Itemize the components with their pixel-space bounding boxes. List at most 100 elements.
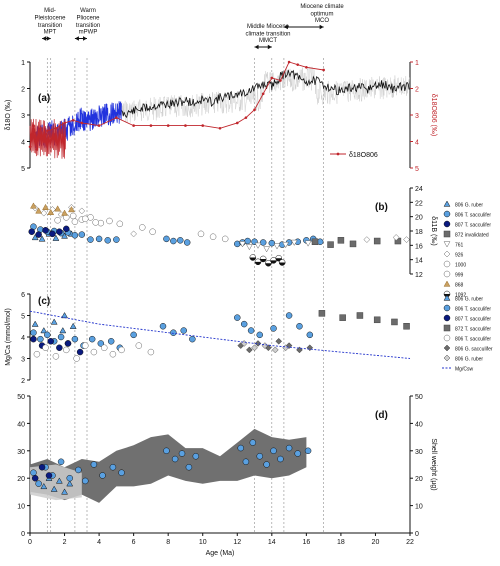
point (107, 338, 115, 345)
point (73, 355, 80, 362)
series-half-circle (249, 254, 286, 267)
legend-marker (443, 220, 451, 228)
point (251, 344, 258, 352)
point (35, 207, 43, 214)
point (38, 235, 46, 242)
tick-label-y: 12 (415, 272, 423, 279)
point (71, 218, 79, 225)
point (363, 236, 371, 243)
series-circle (54, 214, 99, 226)
tick-label-left: 4 (21, 140, 25, 147)
legend-marker (443, 334, 451, 342)
point (37, 335, 44, 343)
legend-marker (443, 304, 451, 312)
point-red (97, 124, 101, 127)
half-circle-fill (279, 262, 286, 266)
tick-label-y: 0 (415, 531, 419, 538)
panel-label: (c) (38, 296, 50, 307)
point (256, 453, 263, 460)
point-red (39, 126, 42, 130)
event-arrow-right (46, 36, 51, 41)
half-circle-fill (270, 260, 277, 264)
point (71, 232, 79, 239)
event-arrow-right (83, 36, 87, 41)
point (178, 450, 186, 457)
tick-label-y: 3 (21, 357, 25, 364)
series-square (318, 310, 410, 330)
point (249, 439, 257, 446)
tick-label-y: 4 (21, 335, 25, 342)
tick-label-y: 20 (415, 215, 423, 222)
point-red (80, 121, 84, 125)
legend-marker (443, 241, 451, 248)
ylabel-left: δ18O (‰) (5, 100, 12, 131)
point (42, 203, 49, 210)
point-red (132, 124, 135, 127)
point (177, 237, 184, 244)
point (64, 340, 72, 347)
point (135, 342, 143, 349)
point (54, 217, 61, 224)
series-circle (28, 225, 70, 238)
point (59, 327, 67, 334)
tick-label-right: 2 (415, 87, 419, 94)
legend-label: 806 T. sacculifer (455, 307, 491, 313)
point-red (244, 116, 248, 119)
point (30, 202, 37, 209)
point (221, 235, 229, 243)
legend-label: 1092 (455, 293, 466, 299)
point-red (54, 126, 58, 130)
point (90, 461, 98, 468)
point (373, 316, 381, 324)
point (113, 236, 120, 243)
point (30, 469, 37, 476)
point (263, 461, 270, 468)
point (185, 463, 193, 471)
point (247, 327, 255, 334)
point-red (35, 148, 39, 151)
tick-label-y: 2 (21, 378, 25, 385)
series-diamond (240, 340, 289, 354)
tick-label-x: 14 (268, 539, 276, 546)
shell-weight-band (30, 428, 307, 503)
ylabel: Mg/Ca (mmol/mol) (5, 308, 12, 366)
legend-label: 806 G. ruber (455, 357, 483, 363)
tick-label-right: 5 (415, 166, 419, 173)
tick-label-y-left: 10 (17, 504, 25, 511)
event-label-line: optimum (310, 12, 333, 18)
tick-label-y-left: 30 (17, 449, 25, 456)
point-red (71, 119, 75, 122)
point-red (28, 145, 32, 149)
point-red (184, 124, 187, 127)
point (78, 207, 86, 215)
legend-c: 806 G. ruber 806 T. sacculifer 807 T. sacc… (442, 294, 493, 373)
point (245, 244, 253, 251)
legend-marker (443, 294, 451, 301)
point (197, 230, 205, 238)
point (69, 212, 77, 220)
legend-label: 806 T. sacculifer (455, 213, 491, 219)
tick-label-y: 40 (415, 421, 423, 428)
point (270, 447, 277, 455)
point (42, 344, 49, 351)
event-arrow-left (283, 24, 288, 30)
event-label-line: climate transition (245, 32, 290, 38)
series-circle (33, 342, 155, 362)
tick-label-left: 2 (21, 87, 25, 94)
panel-label: (d) (375, 410, 388, 421)
tick-label-y: 18 (415, 229, 423, 236)
point (76, 348, 84, 356)
point (270, 325, 277, 332)
point (63, 225, 70, 233)
point (249, 254, 257, 261)
point (90, 348, 98, 356)
legend-marker (443, 200, 451, 207)
series-red-dense (29, 118, 67, 159)
point-red (63, 121, 66, 125)
event-arrow-left (42, 36, 47, 41)
point (57, 458, 65, 466)
point (285, 312, 293, 319)
point-red (149, 124, 153, 127)
